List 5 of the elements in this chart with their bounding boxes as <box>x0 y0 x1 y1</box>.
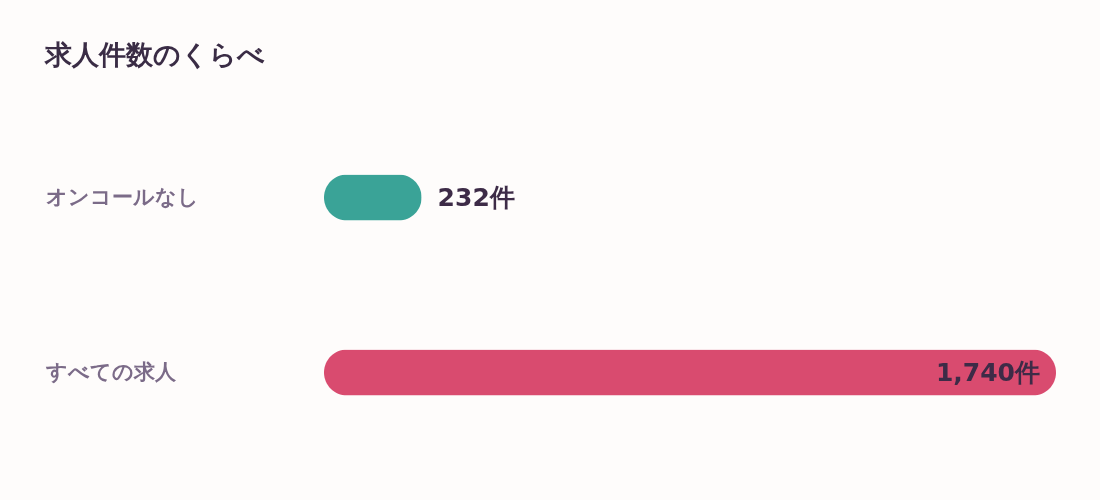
data-label: 1,740件 <box>935 357 1040 387</box>
data-label: 232件 <box>437 182 515 212</box>
chart-title: 求人件数のくらべ <box>44 39 265 70</box>
y-tick-label: すべての求人 <box>44 359 177 384</box>
y-tick-label: オンコールなし <box>45 184 199 209</box>
